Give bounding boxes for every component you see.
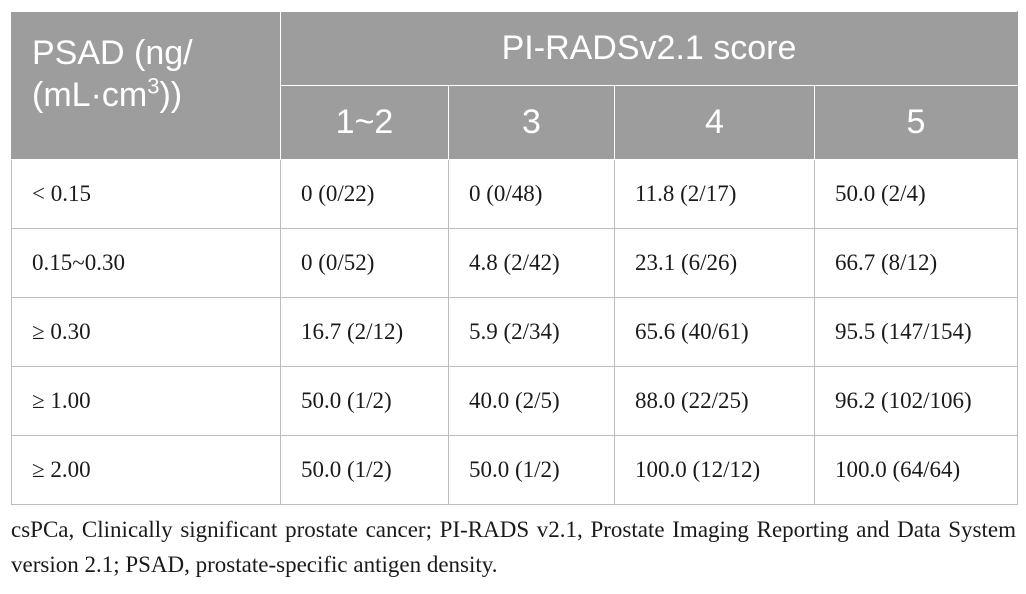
table-cell: 100.0 (12/12) [614,435,815,505]
table-row: ≥ 1.00 50.0 (1/2) 40.0 (2/5) 88.0 (22/25… [11,366,1019,436]
psad-pirads-table: PSAD (ng/(mL·cm3)) PI-RADSv2.1 score 1~2… [11,11,1019,505]
table-row: ≥ 0.30 16.7 (2/12) 5.9 (2/34) 65.6 (40/6… [11,297,1019,367]
score-column-header: 3 [448,85,615,160]
table-row: < 0.15 0 (0/22) 0 (0/48) 11.8 (2/17) 50.… [11,159,1019,229]
table-cell: 50.0 (1/2) [448,435,615,505]
table-cell: 11.8 (2/17) [614,159,815,229]
header-row-1: PSAD (ng/(mL·cm3)) PI-RADSv2.1 score [11,11,1019,160]
psad-header-superscript: 3 [147,73,160,99]
table-cell: 66.7 (8/12) [813,228,1019,298]
score-column-header: 4 [614,85,815,160]
table-cell: 5.9 (2/34) [448,297,615,367]
table-row: 0.15~0.30 0 (0/52) 4.8 (2/42) 23.1 (6/26… [11,228,1019,298]
pirads-score-group-header: PI-RADSv2.1 score [279,11,1019,86]
table-cell: 50.0 (1/2) [280,435,449,505]
psad-range-cell: ≥ 0.30 [11,297,281,367]
table-cell: 4.8 (2/42) [448,228,615,298]
table-row: ≥ 2.00 50.0 (1/2) 50.0 (1/2) 100.0 (12/1… [11,435,1019,505]
psad-header-line2-prefix: (mL·cm [32,76,148,114]
table-cell: 88.0 (22/25) [614,366,815,436]
table-cell: 0 (0/48) [448,159,615,229]
table-cell: 50.0 (2/4) [813,159,1019,229]
psad-range-cell: ≥ 1.00 [11,366,281,436]
score-column-header: 5 [813,85,1019,160]
psad-range-cell: 0.15~0.30 [11,228,281,298]
score-column-header: 1~2 [280,85,449,160]
table-header: PSAD (ng/(mL·cm3)) PI-RADSv2.1 score 1~2… [11,11,1019,160]
table-cell: 65.6 (40/61) [614,297,815,367]
table-cell: 50.0 (1/2) [280,366,449,436]
table-cell: 16.7 (2/12) [280,297,449,367]
psad-header-line1: PSAD (ng/ [32,34,193,72]
results-table-container: PSAD (ng/(mL·cm3)) PI-RADSv2.1 score 1~2… [11,11,1019,505]
psad-range-cell: < 0.15 [11,159,281,229]
table-cell: 0 (0/52) [280,228,449,298]
table-cell: 96.2 (102/106) [813,366,1019,436]
psad-column-header: PSAD (ng/ (mL·cm3)) [11,11,281,160]
table-cell: 0 (0/22) [280,159,449,229]
psad-header-line2-suffix: )) [159,76,183,114]
table-cell: 40.0 (2/5) [448,366,615,436]
table-cell: 100.0 (64/64) [813,435,1019,505]
psad-range-cell: ≥ 2.00 [11,435,281,505]
table-body: < 0.15 0 (0/22) 0 (0/48) 11.8 (2/17) 50.… [11,159,1019,505]
table-cell: 23.1 (6/26) [614,228,815,298]
header-row-2: 1~2 3 4 5 [12,85,1019,160]
table-footnote: csPCa, Clinically significant prostate c… [11,517,1016,577]
table-cell: 95.5 (147/154) [813,297,1019,367]
